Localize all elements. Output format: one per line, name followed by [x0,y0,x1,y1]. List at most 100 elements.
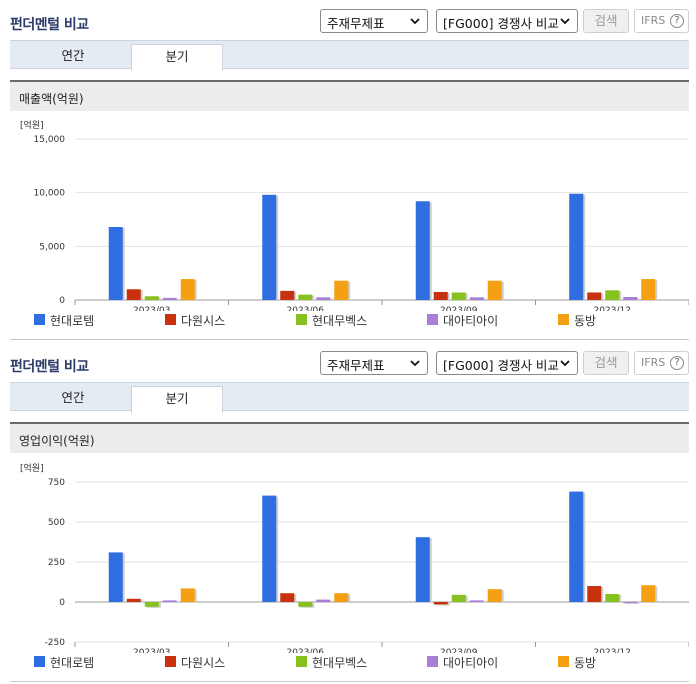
competitor-group-select[interactable]: [FG000] 경쟁사 비교 [436,9,578,33]
legend-swatch [34,314,45,325]
ifrs-help-button[interactable]: IFRS ? [634,9,689,33]
tab-quarterly[interactable]: 분기 [131,386,223,413]
section-toolbar: 펀더멘털 비교 주재무제표 [FG000] 경쟁사 비교 검색 IFRS ? [0,342,696,380]
search-button[interactable]: 검색 [583,351,629,375]
bar [298,294,313,300]
y-tick-label: 750 [48,478,65,488]
question-circle-icon: ? [670,356,684,370]
section-title: 펀더멘털 비교 [10,17,89,33]
bar [641,585,656,602]
bar [316,297,331,300]
bar [262,194,277,300]
chart-title: 매출액(억원) [19,92,84,106]
bar [280,593,295,602]
y-tick-label: 5,000 [39,242,65,252]
bar [298,602,313,607]
bar-shadow [164,601,179,603]
bar [623,602,638,603]
operating-profit-chart-panel: 영업이익(억원) [억원] -250 0 250 500 750 2023/03 2023/0… [10,422,689,682]
section-title: 펀더멘털 비교 [10,359,89,375]
bar [162,600,177,602]
revenue-chart-panel: 매출액(억원) [억원] 0 5,000 10,000 15,000 2023/03 202… [10,80,689,340]
bar-shadow [625,603,640,604]
select-value: [FG000] 경쟁사 비교 [443,358,559,373]
chart-title: 영업이익(억원) [19,434,95,448]
bar [605,290,620,300]
y-tick-label: -250 [45,638,66,648]
bar [587,292,602,300]
bar [180,279,195,300]
legend-swatch [165,314,176,325]
x-tick-label: 2023/06 [287,306,325,311]
y-tick-label: 0 [59,296,65,306]
x-tick-label: 2023/06 [287,648,325,653]
bar [487,589,502,602]
bar [334,593,349,602]
chart-header: 매출액(억원) [10,82,689,111]
chevron-down-icon [560,360,570,367]
bar [451,292,466,300]
legend-swatch [296,314,307,325]
bar [144,296,159,300]
financial-statement-select[interactable]: 주재무제표 [320,9,428,33]
bar [569,491,584,602]
period-tabs: 연간 분기 [10,382,689,413]
competitor-group-select[interactable]: [FG000] 경쟁사 비교 [436,351,578,375]
bar [587,586,602,602]
bar [316,599,331,602]
bar [451,594,466,602]
y-tick-label: 500 [48,518,65,528]
bar [108,227,123,300]
bar [334,280,349,300]
period-tabs: 연간 분기 [10,40,689,71]
bar [126,598,141,602]
chevron-down-icon [410,18,420,25]
financial-statement-select[interactable]: 주재무제표 [320,351,428,375]
bar [487,280,502,300]
bar [469,600,484,602]
bar [433,602,448,605]
bar [433,291,448,300]
ifrs-help-button[interactable]: IFRS ? [634,351,689,375]
y-unit-label: [억원] [20,462,44,474]
bar [415,201,430,300]
x-tick-label: 2023/09 [440,306,478,311]
legend-swatch [558,314,569,325]
x-tick-label: 2023/09 [440,648,478,653]
bar [280,290,295,300]
chart-header: 영업이익(억원) [10,424,689,453]
legend-swatch [558,656,569,667]
bar [108,552,123,602]
question-circle-icon: ? [670,14,684,28]
bar [641,279,656,300]
bar [605,594,620,602]
bar [126,289,141,300]
y-tick-label: 10,000 [34,189,66,199]
bar [469,297,484,300]
section-toolbar: 펀더멘털 비교 주재무제표 [FG000] 경쟁사 비교 검색 IFRS ? [0,0,696,38]
tab-annual[interactable]: 연간 [61,390,85,405]
bar [623,296,638,300]
ifrs-label: IFRS [641,356,666,369]
bar [569,193,584,300]
select-value: 주재무제표 [327,16,385,31]
y-tick-label: 15,000 [34,135,66,145]
x-tick-label: 2023/03 [133,648,170,653]
y-tick-label: 250 [48,558,65,568]
select-value: 주재무제표 [327,358,385,373]
tab-annual[interactable]: 연간 [61,48,85,63]
select-value: [FG000] 경쟁사 비교 [443,16,559,31]
legend-swatch [34,656,45,667]
bar [262,495,277,602]
ifrs-label: IFRS [641,14,666,27]
legend-swatch [427,656,438,667]
bar [162,297,177,300]
y-unit-label: [억원] [20,119,44,131]
legend-swatch [296,656,307,667]
x-tick-label: 2023/12 [594,306,631,311]
legend-swatch [165,656,176,667]
fundamental-section-operating-profit: 펀더멘털 비교 주재무제표 [FG000] 경쟁사 비교 검색 IFRS ? 연… [0,342,696,684]
search-button[interactable]: 검색 [583,9,629,33]
tab-quarterly[interactable]: 분기 [131,44,223,71]
bar-shadow [471,601,486,603]
